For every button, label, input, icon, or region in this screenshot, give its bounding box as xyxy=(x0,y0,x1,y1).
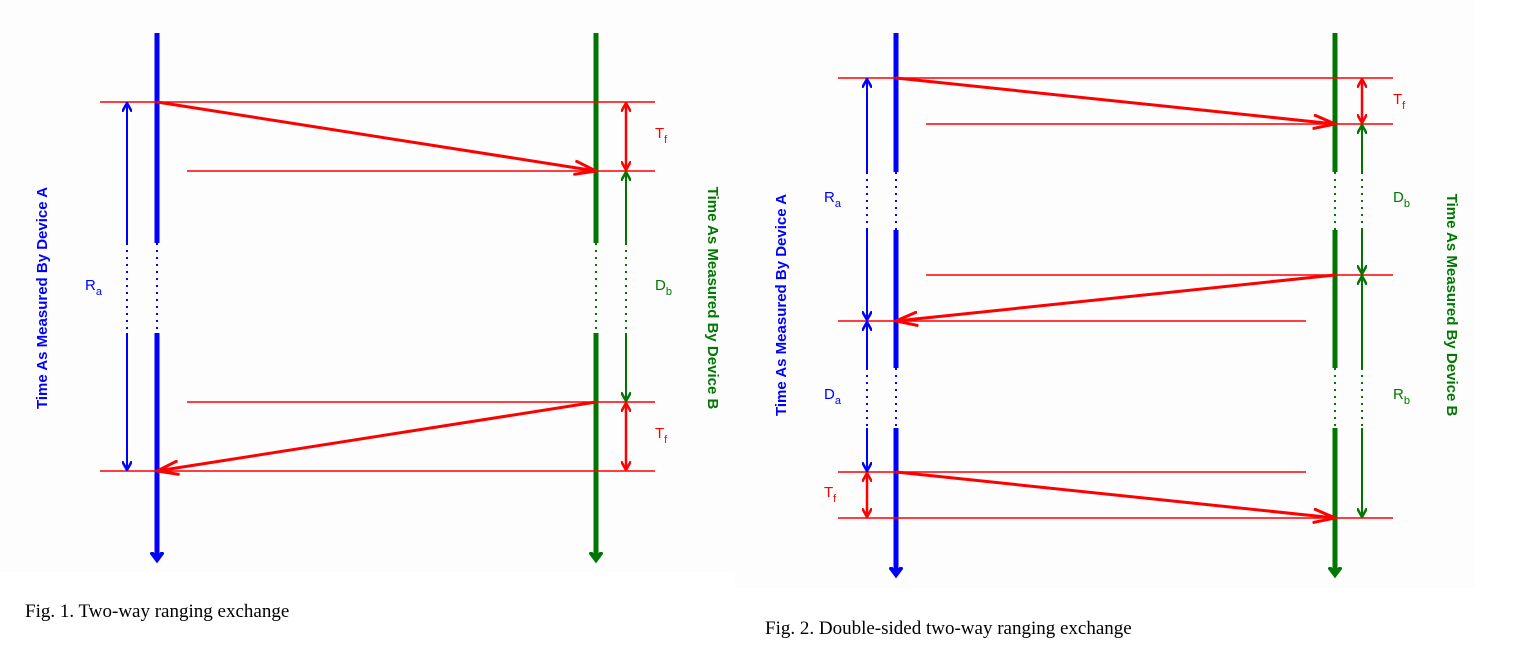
fig2-panel xyxy=(735,0,1475,588)
fig2-tf-top-label: Tf xyxy=(1393,91,1406,112)
fig2-diagram: Tf Ra Db Da Rb Tf Time As Measured By De… xyxy=(773,33,1460,575)
fig2-caption: Fig. 2. Double-sided two-way ranging exc… xyxy=(765,618,1132,639)
fig2-device-b-axis-title: Time As Measured By Device B xyxy=(1443,194,1460,417)
fig2-da-label: Da xyxy=(824,386,842,407)
fig1-db-label: Db xyxy=(655,277,672,298)
fig1-message-b-to-a xyxy=(157,400,597,471)
fig2-device-a-axis-title: Time As Measured By Device A xyxy=(773,194,790,416)
fig1-tf-top-label: Tf xyxy=(655,125,668,146)
fig2-message-2-b-to-a xyxy=(896,273,1336,321)
fig2-db-label: Db xyxy=(1393,189,1410,210)
fig1-panel xyxy=(0,0,735,572)
fig1-ra-label: Ra xyxy=(85,277,103,298)
fig1-device-a-axis-title: Time As Measured By Device A xyxy=(34,187,51,409)
fig2-message-3-a-to-b xyxy=(895,470,1335,518)
fig2-rb-label: Rb xyxy=(1393,386,1410,407)
fig2-tf-bottom-label: Tf xyxy=(824,484,837,505)
fig2-message-1-a-to-b xyxy=(895,76,1335,124)
fig1-caption: Fig. 1. Two-way ranging exchange xyxy=(25,601,290,622)
fig1-diagram: Ra Db Tf Tf Time As Measured By Device A… xyxy=(34,33,721,560)
fig2-ra-label: Ra xyxy=(824,189,842,210)
fig1-time-markers xyxy=(100,101,655,472)
fig1-tf-bottom-label: Tf xyxy=(655,425,668,446)
fig1-message-a-to-b xyxy=(156,100,596,171)
fig1-device-b-axis-title: Time As Measured By Device B xyxy=(704,187,721,410)
